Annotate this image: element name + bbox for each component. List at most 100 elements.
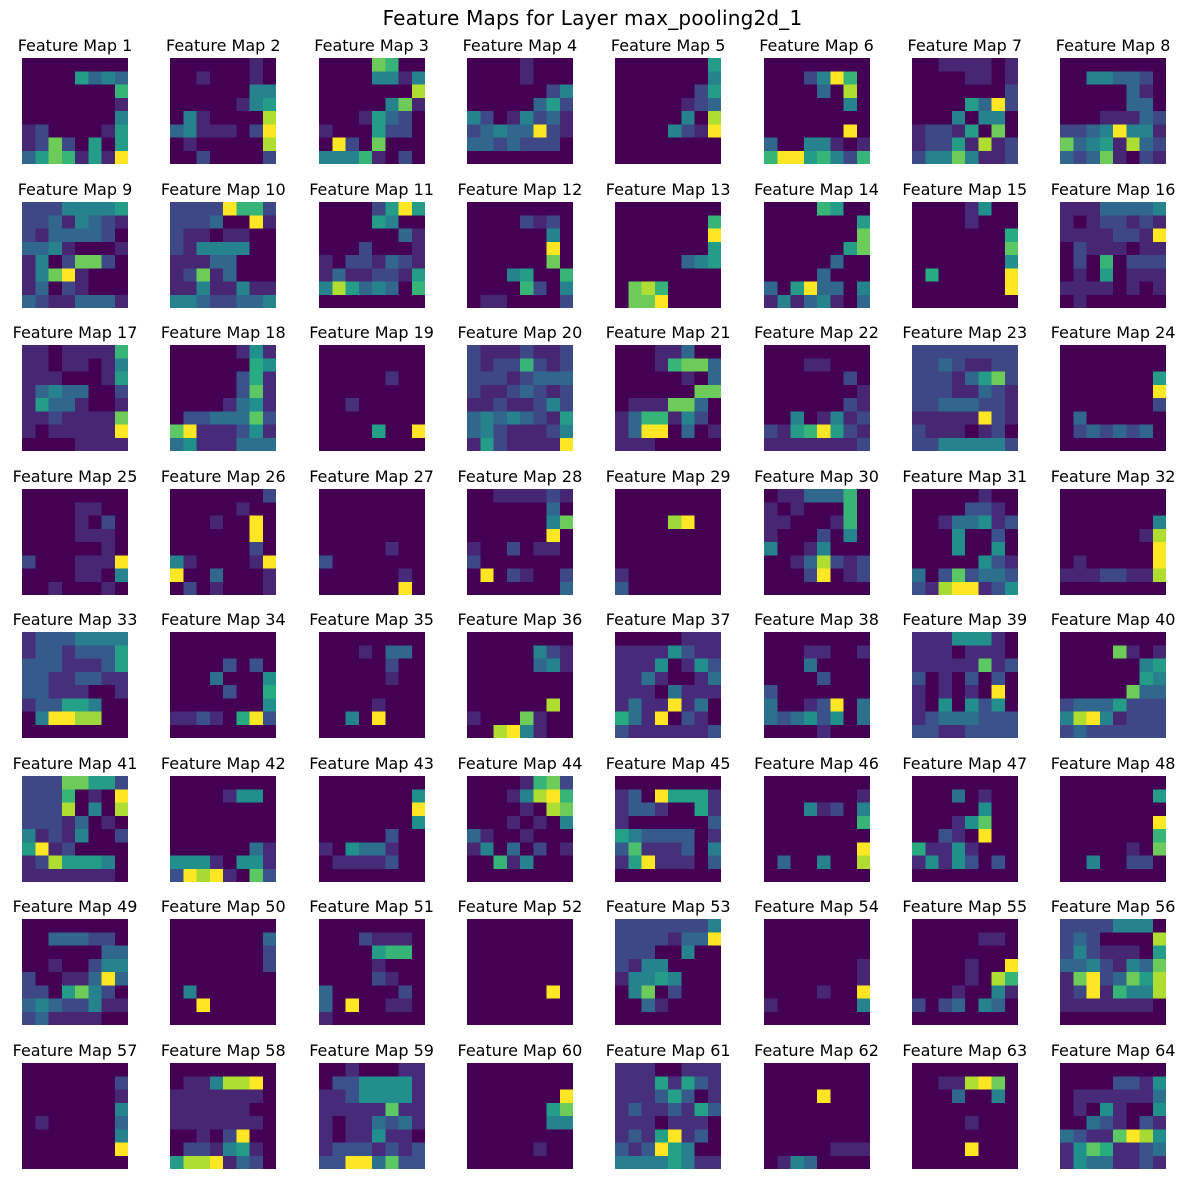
heatmap-cell bbox=[776, 214, 791, 229]
heatmap-cell bbox=[236, 1011, 251, 1025]
heatmap-cell bbox=[668, 201, 682, 216]
heatmap-cell bbox=[196, 137, 211, 152]
heatmap-cell bbox=[101, 137, 116, 152]
heatmap-cell bbox=[951, 398, 966, 412]
heatmap-cell bbox=[978, 214, 992, 229]
heatmap-cell bbox=[803, 97, 817, 112]
heatmap-cell bbox=[911, 528, 926, 542]
heatmap-cell bbox=[1099, 228, 1114, 242]
heatmap-cell bbox=[101, 1089, 116, 1103]
heatmap-cell bbox=[628, 671, 642, 686]
heatmap-cell bbox=[1073, 724, 1087, 738]
heatmap-cell bbox=[1099, 698, 1114, 712]
heatmap-cell bbox=[493, 972, 507, 986]
heatmap-cell bbox=[925, 358, 939, 372]
heatmap-cell bbox=[371, 828, 386, 843]
heatmap-cell bbox=[114, 841, 128, 856]
heatmap-cell bbox=[88, 775, 102, 790]
heatmap-cell bbox=[1060, 815, 1074, 829]
heatmap-cell bbox=[1139, 398, 1154, 412]
heatmap-cell bbox=[654, 528, 669, 542]
heatmap-cell bbox=[114, 1115, 128, 1130]
heatmap-cell bbox=[48, 97, 63, 112]
heatmap-cell bbox=[384, 868, 399, 882]
heatmap-cell bbox=[170, 815, 184, 829]
heatmap-cell bbox=[615, 1089, 629, 1103]
heatmap-cell bbox=[1113, 932, 1127, 946]
heatmap-cell bbox=[803, 150, 817, 164]
heatmap-cell bbox=[493, 1128, 507, 1143]
heatmap-cell bbox=[210, 711, 224, 726]
heatmap-cell bbox=[236, 398, 251, 412]
heatmap-cell bbox=[263, 528, 277, 542]
heatmap-cell bbox=[1004, 671, 1018, 686]
heatmap-cell bbox=[533, 724, 547, 738]
heatmap-cell bbox=[843, 828, 857, 843]
heatmap-cell bbox=[1113, 1102, 1127, 1116]
heatmap-cell bbox=[236, 97, 251, 112]
heatmap-cell bbox=[843, 488, 857, 503]
heatmap-cell bbox=[856, 841, 870, 856]
heatmap-cell bbox=[384, 214, 399, 229]
heatmap-cell bbox=[249, 488, 264, 503]
heatmap-cell bbox=[170, 985, 184, 999]
heatmap-cell bbox=[925, 671, 939, 686]
heatmap-cell bbox=[816, 868, 831, 882]
heatmap-cell bbox=[371, 541, 386, 556]
heatmap-cell bbox=[533, 124, 547, 138]
heatmap-cell bbox=[628, 541, 642, 556]
heatmap-cell bbox=[938, 58, 952, 72]
heatmap-cell bbox=[384, 488, 399, 503]
heatmap-cell bbox=[776, 998, 791, 1013]
heatmap-cell bbox=[533, 932, 547, 946]
heatmap-cell bbox=[1073, 501, 1087, 516]
heatmap-cell bbox=[411, 411, 425, 425]
heatmap-cell bbox=[978, 294, 992, 308]
heatmap-cell bbox=[816, 1115, 831, 1130]
feature-map-heatmap bbox=[318, 775, 425, 882]
heatmap-cell bbox=[856, 554, 870, 569]
heatmap-cell bbox=[1004, 398, 1018, 412]
heatmap-cell bbox=[48, 411, 63, 425]
heatmap-cell bbox=[223, 424, 237, 439]
heatmap-cell bbox=[790, 515, 804, 529]
heatmap-cell bbox=[480, 972, 494, 986]
heatmap-cell bbox=[654, 424, 669, 439]
heatmap-cell bbox=[1086, 645, 1101, 659]
heatmap-cell bbox=[411, 1075, 425, 1090]
heatmap-cell bbox=[48, 137, 63, 152]
heatmap-cell bbox=[641, 488, 656, 503]
heatmap-cell bbox=[925, 724, 939, 738]
feature-map-heatmap bbox=[615, 919, 722, 1025]
heatmap-cell bbox=[707, 775, 722, 790]
heatmap-cell bbox=[22, 267, 36, 282]
heatmap-cell bbox=[911, 124, 926, 138]
heatmap-cell bbox=[694, 241, 709, 255]
heatmap-cell bbox=[694, 685, 709, 699]
heatmap-cell bbox=[493, 1089, 507, 1103]
heatmap-cell bbox=[654, 58, 669, 72]
heatmap-cell bbox=[236, 841, 251, 856]
feature-map-title: Feature Map 25 bbox=[12, 466, 138, 486]
heatmap-cell bbox=[911, 972, 926, 986]
heatmap-cell bbox=[61, 345, 76, 359]
heatmap-cell bbox=[371, 1011, 386, 1025]
heatmap-cell bbox=[628, 1011, 642, 1025]
heatmap-cell bbox=[358, 371, 372, 386]
heatmap-cell bbox=[101, 528, 116, 542]
heatmap-cell bbox=[763, 671, 778, 686]
heatmap-cell bbox=[170, 581, 184, 595]
heatmap-cell bbox=[559, 541, 573, 556]
heatmap-cell bbox=[210, 685, 224, 699]
heatmap-cell bbox=[1139, 541, 1154, 556]
heatmap-cell bbox=[925, 1075, 939, 1090]
heatmap-cell bbox=[88, 855, 102, 869]
heatmap-cell bbox=[694, 841, 709, 856]
heatmap-cell bbox=[1113, 568, 1127, 582]
heatmap-cell bbox=[816, 632, 831, 646]
heatmap-cell bbox=[114, 581, 128, 595]
heatmap-cell bbox=[790, 581, 804, 595]
heatmap-cell bbox=[911, 541, 926, 556]
heatmap-cell bbox=[170, 1128, 184, 1143]
heatmap-cell bbox=[101, 868, 116, 882]
